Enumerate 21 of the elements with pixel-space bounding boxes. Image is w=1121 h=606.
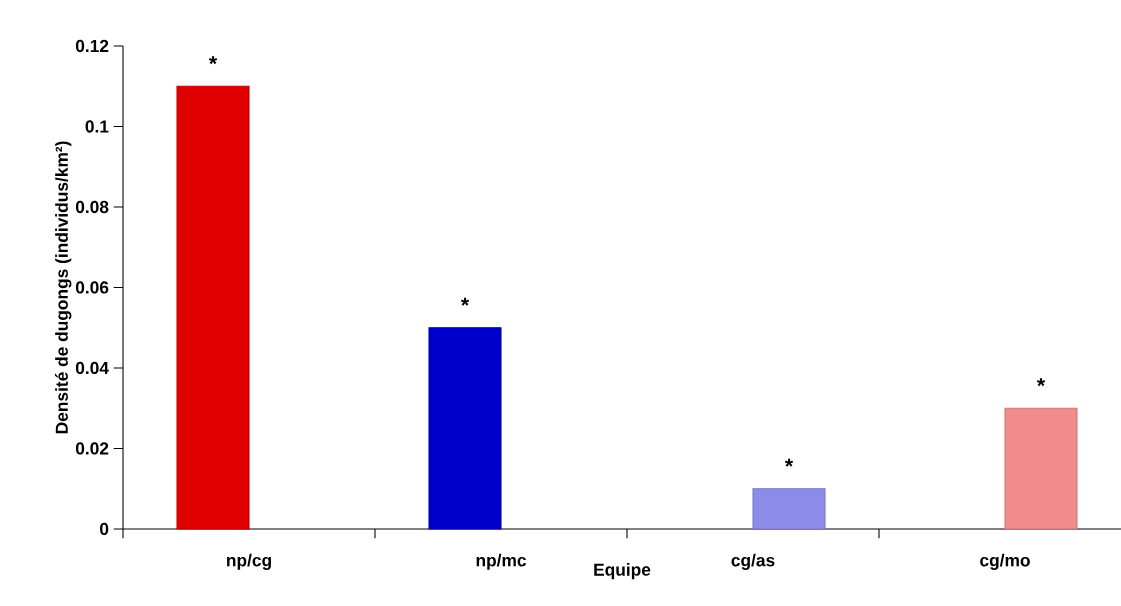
y-tick-label: 0.08 (75, 200, 109, 214)
annotation: * (784, 458, 794, 467)
x-tick-label: np/mc (476, 553, 527, 570)
bar (752, 488, 826, 530)
bar (1004, 407, 1078, 530)
y-tick-label: 0.02 (75, 442, 109, 455)
y-tick-label: 0.12 (75, 39, 109, 53)
annotation: * (460, 297, 470, 306)
bar (176, 85, 250, 530)
y-tick-label: 0.04 (75, 361, 109, 375)
x-axis-title: Equipe (594, 563, 651, 580)
x-tick-label: cg/as (731, 553, 775, 570)
x-tick-label: np/cg (227, 553, 271, 570)
x-tick-label: cg/mo (980, 553, 1030, 570)
annotation: * (1036, 378, 1046, 387)
bar (428, 327, 502, 530)
y-tick-label: 0.1 (85, 120, 109, 133)
y-axis-title: Densité de dugongs (individus/km²) (55, 141, 72, 434)
annotation: * (208, 56, 218, 65)
y-tick-label: 0 (100, 522, 109, 536)
y-tick-label: 0.06 (75, 281, 109, 294)
